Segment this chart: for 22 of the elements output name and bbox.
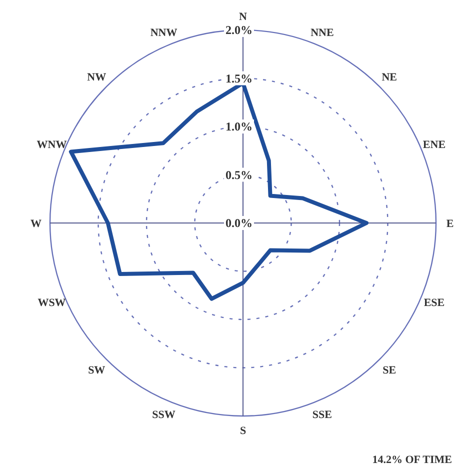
spoke-label: SW xyxy=(88,364,106,376)
spoke-label: S xyxy=(240,425,246,437)
spoke-label: E xyxy=(446,218,454,230)
spoke-label: SSE xyxy=(312,409,332,422)
spoke-label: NE xyxy=(382,72,398,84)
spoke-label: ENE xyxy=(422,138,446,151)
spoke-label: SE xyxy=(382,364,396,376)
spoke-label: N xyxy=(239,11,248,23)
y-tick-label: 1.5% xyxy=(226,71,252,86)
spoke-label: W xyxy=(30,218,42,230)
spoke-label: WNW xyxy=(36,138,67,151)
y-tick-label: 0.0% xyxy=(226,216,252,230)
y-tick-label: 0.5% xyxy=(226,168,252,182)
spoke-label: ESE xyxy=(424,297,445,310)
y-tick-label: 2.0% xyxy=(226,23,252,37)
text: 14.2% OF TIME xyxy=(372,454,452,466)
spoke-label: SSW xyxy=(152,409,176,422)
spoke-label: WSW xyxy=(38,297,66,310)
y-tick-label: 1.0% xyxy=(226,120,252,134)
spoke-label: NNW xyxy=(150,26,178,39)
spoke-label: NW xyxy=(87,72,106,84)
spoke-label: NNE xyxy=(310,26,334,39)
